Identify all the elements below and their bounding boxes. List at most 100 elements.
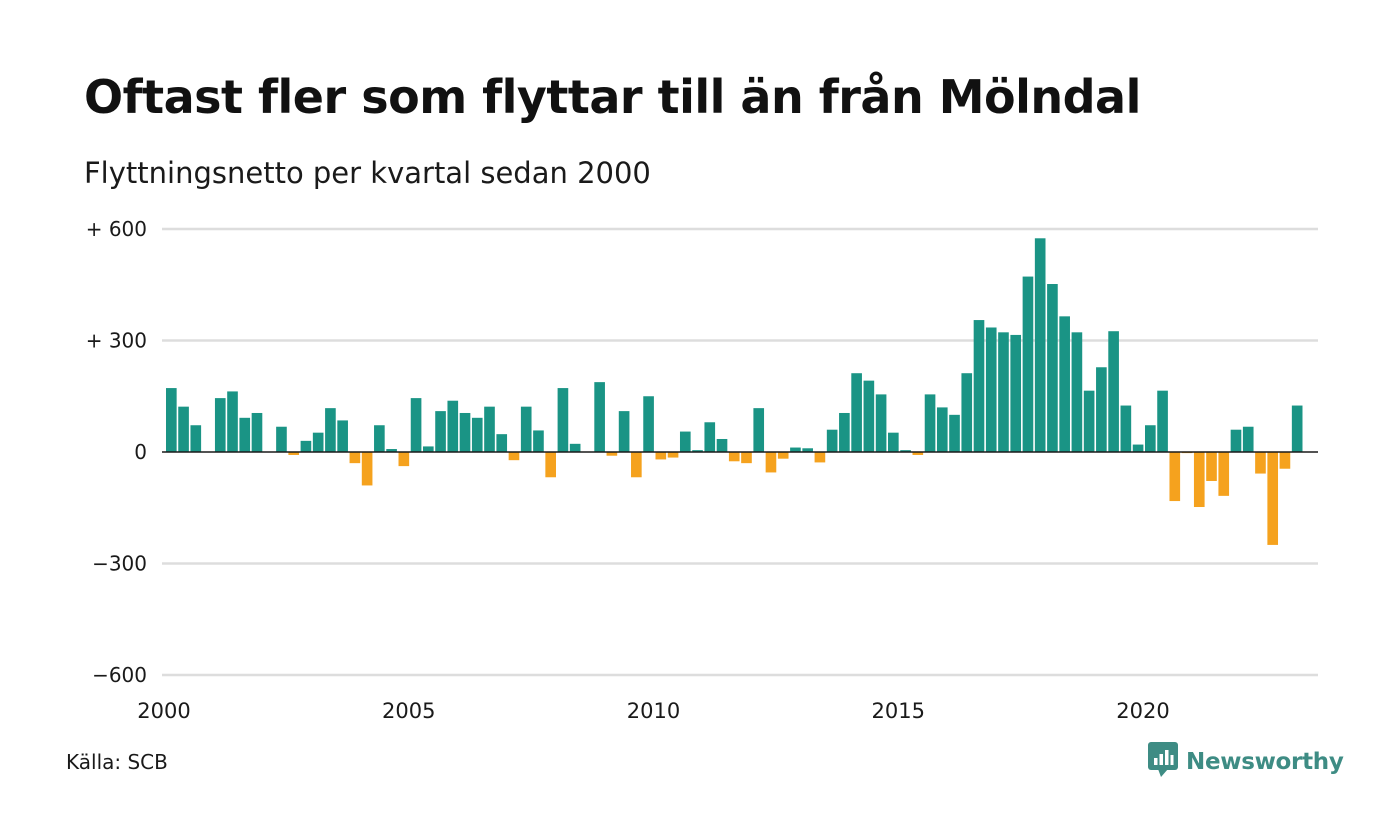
bar xyxy=(178,406,189,452)
bar xyxy=(251,412,263,452)
bar xyxy=(1255,452,1266,474)
bar xyxy=(826,429,838,452)
x-tick-label: 2000 xyxy=(137,699,190,723)
x-tick-label: 2010 xyxy=(627,699,680,723)
bar xyxy=(325,408,336,452)
bar xyxy=(1145,425,1156,452)
bar xyxy=(912,452,924,455)
bar xyxy=(606,452,618,456)
bar xyxy=(386,449,397,452)
y-tick-label: + 300 xyxy=(86,329,147,353)
bar xyxy=(239,417,251,452)
bar xyxy=(1083,390,1095,452)
source-label: Källa: SCB xyxy=(66,750,168,774)
newsworthy-logo[interactable]: Newsworthy xyxy=(1148,742,1344,782)
bar xyxy=(190,425,202,452)
bar xyxy=(410,398,422,452)
bar xyxy=(655,452,667,460)
bar xyxy=(520,406,532,452)
bar xyxy=(631,452,642,478)
bar xyxy=(936,407,948,452)
y-axis-labels: + 600 + 300 0 −300 −600 xyxy=(86,217,147,687)
bar xyxy=(300,440,312,452)
bar xyxy=(875,394,887,452)
bar xyxy=(276,426,287,452)
bar xyxy=(777,452,789,459)
bar xyxy=(508,452,520,461)
chart-subtitle: Flyttningsnetto per kvartal sedan 2000 xyxy=(84,156,651,190)
bar xyxy=(692,450,703,452)
chart-title: Oftast fler som flyttar till än från Möl… xyxy=(84,70,1141,124)
bar xyxy=(214,398,226,452)
bar xyxy=(985,327,997,452)
bar xyxy=(802,448,813,452)
bar xyxy=(924,394,936,452)
bar xyxy=(447,400,459,452)
bar xyxy=(435,411,446,452)
bar xyxy=(790,447,801,452)
bar xyxy=(459,412,471,452)
x-tick-label: 2015 xyxy=(872,699,925,723)
bar xyxy=(398,452,410,467)
bar xyxy=(900,450,911,452)
x-tick-label: 2020 xyxy=(1116,699,1169,723)
newsworthy-logo-icon xyxy=(1148,742,1178,782)
bars xyxy=(166,238,1303,545)
bar xyxy=(1291,405,1303,452)
bar xyxy=(557,388,569,452)
bar xyxy=(704,422,716,452)
bar xyxy=(839,412,850,452)
bar xyxy=(753,408,765,452)
bar xyxy=(166,388,177,452)
bar xyxy=(1206,452,1217,481)
bar xyxy=(496,434,508,452)
y-tick-label: + 600 xyxy=(86,217,147,241)
x-axis-labels: 2000 2005 2010 2015 2020 xyxy=(137,699,1169,723)
bar xyxy=(312,432,324,452)
bar xyxy=(1047,284,1058,452)
bar xyxy=(484,406,495,452)
bar xyxy=(594,382,605,452)
bar xyxy=(667,452,679,458)
bar xyxy=(643,396,654,452)
bar xyxy=(679,431,691,452)
bar xyxy=(1279,452,1291,469)
bar xyxy=(1218,452,1230,496)
bar xyxy=(618,411,630,452)
bar xyxy=(422,446,434,452)
bar xyxy=(765,452,777,473)
bar xyxy=(998,332,1009,452)
bar xyxy=(949,414,960,452)
bar xyxy=(349,452,361,464)
bar xyxy=(545,452,556,478)
y-tick-label: 0 xyxy=(134,440,147,464)
bar xyxy=(337,420,348,452)
bar xyxy=(741,452,752,464)
bar xyxy=(288,452,300,455)
bar xyxy=(1193,452,1205,508)
bar xyxy=(1267,452,1279,545)
bar xyxy=(1230,429,1242,452)
bar xyxy=(471,417,483,452)
bar xyxy=(814,452,826,463)
bar xyxy=(227,391,238,452)
bar xyxy=(1022,276,1034,452)
bar xyxy=(533,430,544,452)
bar xyxy=(1096,367,1107,452)
bar xyxy=(1108,331,1119,452)
bar xyxy=(961,373,973,452)
bar xyxy=(888,432,899,452)
bar xyxy=(1132,444,1144,452)
bar xyxy=(973,320,985,452)
bar xyxy=(1010,334,1022,452)
bar xyxy=(374,425,385,452)
bar xyxy=(728,452,740,462)
bar xyxy=(1157,390,1168,452)
x-tick-label: 2005 xyxy=(382,699,435,723)
bar xyxy=(863,380,875,452)
newsworthy-logo-text: Newsworthy xyxy=(1186,749,1344,775)
bar xyxy=(1059,316,1070,452)
y-tick-label: −300 xyxy=(92,552,147,576)
bar xyxy=(851,373,862,452)
